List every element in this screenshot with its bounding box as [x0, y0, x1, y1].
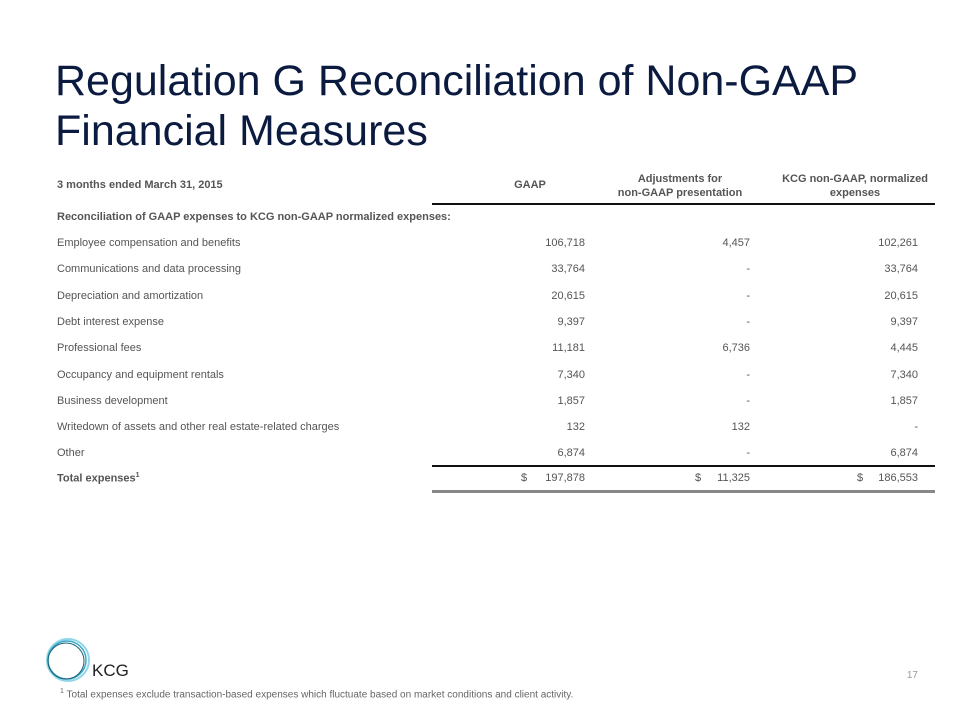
total-row: Total expenses1 $ 197,878 $ 11,325 $ 186… — [0, 472, 960, 488]
total-label: Total expenses1 — [57, 472, 140, 485]
section-label: Reconciliation of GAAP expenses to KCG n… — [57, 211, 451, 223]
gaap-value: 33,764 — [551, 263, 585, 276]
gaap-value: 106,718 — [545, 237, 585, 249]
nongaap-value: 7,340 — [890, 368, 918, 381]
adjustments-header-line2: non-GAAP presentation — [617, 187, 743, 199]
row-label: Communications and data processing — [57, 263, 242, 276]
adjustment-value: - — [746, 289, 750, 302]
nongaap-value: 4,445 — [890, 342, 918, 355]
adjustment-value: - — [746, 394, 750, 407]
gaap-header: GAAP — [514, 179, 546, 191]
adjustment-value: 4,457 — [722, 237, 750, 249]
nongaap-header-line1: KCG non-GAAP, normalized — [782, 173, 928, 185]
row-label: Business development — [57, 394, 168, 407]
period-header: 3 months ended March 31, 2015 — [57, 179, 223, 191]
table-row: Professional fees 11,181 6,736 4,445 — [0, 342, 960, 358]
row-label: Other — [57, 447, 85, 460]
gaap-value: 6,874 — [557, 447, 585, 460]
gaap-value: 1,857 — [557, 394, 585, 407]
footnote-ref: 1 — [135, 472, 140, 479]
adjustment-value: 132 — [731, 421, 750, 434]
row-label: Depreciation and amortization — [57, 289, 204, 302]
footnote-text: Total expenses exclude transaction-based… — [66, 689, 574, 701]
gaap-value: 7,340 — [557, 368, 585, 381]
total-gaap: 197,878 — [545, 472, 585, 484]
kcg-logo-ring-icon — [46, 638, 90, 682]
nongaap-value: 6,874 — [890, 447, 918, 460]
nongaap-value: - — [914, 421, 918, 434]
kcg-logo-text: KCG — [92, 661, 129, 680]
page-number: 17 — [906, 670, 918, 681]
nongaap-header-line2: expenses — [829, 187, 881, 199]
row-label: Professional fees — [57, 342, 142, 355]
adjustments-header-line1: Adjustments for — [637, 173, 723, 185]
total-adj: 11,325 — [717, 472, 750, 484]
table-row: Other 6,874 - 6,874 — [0, 447, 960, 463]
footnote: 1 Total expenses exclude transaction-bas… — [60, 688, 573, 700]
nongaap-value: 102,261 — [878, 237, 918, 249]
adjustments-header: Adjustments for non-GAAP presentation — [600, 172, 760, 200]
adjustment-value: 6,736 — [722, 342, 750, 355]
total-nongaap: 186,553 — [878, 472, 918, 484]
nongaap-value: 1,857 — [890, 394, 918, 407]
adjustment-value: - — [746, 368, 750, 381]
subtotal-rule — [432, 465, 935, 467]
table-row: Depreciation and amortization 20,615 - 20,6… — [0, 290, 960, 306]
gaap-value: 20,615 — [551, 289, 585, 302]
total-double-rule — [432, 490, 935, 493]
gaap-value: 11,181 — [552, 342, 585, 355]
gaap-value: 132 — [566, 421, 585, 434]
nongaap-value: 33,764 — [884, 263, 918, 276]
gaap-value: 9,397 — [557, 315, 585, 328]
table-row: Debt interest expense 9,397 - 9,397 — [0, 316, 960, 332]
page-title: Regulation G Reconciliation of Non-GAAP … — [55, 57, 858, 155]
total-adj-currency: $ — [695, 472, 702, 484]
section-heading: Reconciliation of GAAP expenses to KCG n… — [0, 211, 960, 227]
table-row: Writedown of assets and other real estat… — [0, 421, 960, 437]
row-label: Occupancy and equipment rentals — [57, 368, 224, 381]
total-gaap-currency: $ — [521, 472, 528, 484]
header-rule — [432, 203, 935, 205]
adjustment-value: - — [746, 447, 750, 460]
total-nongaap-currency: $ — [857, 472, 864, 484]
table-row: Business development 1,857 - 1,857 — [0, 395, 960, 411]
row-label: Employee compensation and benefits — [57, 237, 241, 249]
nongaap-value: 9,397 — [890, 315, 918, 328]
adjustment-value: - — [746, 263, 750, 276]
table-row: Occupancy and equipment rentals 7,340 - 7,3… — [0, 369, 960, 385]
adjustment-value: - — [746, 315, 750, 328]
table-row: Communications and data processing 33,764… — [0, 263, 960, 279]
table-row: Employee compensation and benefits 106,71… — [0, 237, 960, 253]
row-label: Writedown of assets and other real estat… — [57, 421, 340, 434]
nongaap-value: 20,615 — [884, 289, 918, 302]
row-label: Debt interest expense — [57, 315, 165, 328]
footnote-mark: 1 — [60, 688, 64, 695]
nongaap-header: KCG non-GAAP, normalized expenses — [770, 172, 940, 200]
